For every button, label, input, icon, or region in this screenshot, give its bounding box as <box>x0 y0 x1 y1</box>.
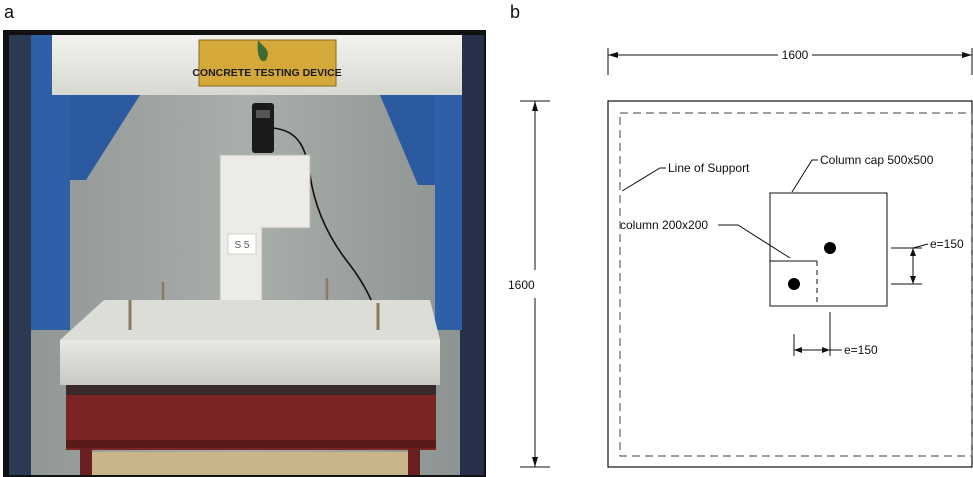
column-center-icon <box>788 278 800 290</box>
arrow-up-icon <box>532 101 538 111</box>
slab-top <box>60 300 440 340</box>
column-cap <box>769 192 888 307</box>
device-sign <box>198 39 337 87</box>
line-of-support-label: Line of Support <box>668 161 750 175</box>
device-sign-text: CONCRETE TESTING DEVICE <box>192 67 341 79</box>
eccentricity-vertical-label: e=150 <box>930 237 964 251</box>
eccentricity-horizontal-label: e=150 <box>844 343 878 357</box>
column-cap-label: Column cap 500x500 <box>820 153 934 167</box>
frame-right-column <box>435 35 462 330</box>
panel-b-label: b <box>510 2 521 22</box>
slab-specimen <box>60 340 440 385</box>
arrow-down-icon <box>532 457 538 467</box>
arrow-left-icon <box>608 52 618 58</box>
left-dimension-label: 1600 <box>508 278 535 292</box>
slab-plan-drawing <box>520 48 973 468</box>
sensor-cable <box>271 127 379 319</box>
load-point-icon <box>824 242 836 254</box>
panel-a-label: a <box>4 2 15 22</box>
line-of-support-leader <box>621 167 666 192</box>
test-setup-photo: CONCRETE TESTING DEVICE S 5 <box>3 30 486 477</box>
column-label: column 200x200 <box>620 218 708 232</box>
column-leader <box>718 224 791 259</box>
arrow-right-icon <box>962 52 972 58</box>
top-dimension-label: 1600 <box>782 48 809 62</box>
column-cap-leader <box>791 159 818 193</box>
frame-left-column <box>31 35 70 330</box>
line-of-support <box>619 112 973 457</box>
specimen-tag: S 5 <box>234 240 249 251</box>
